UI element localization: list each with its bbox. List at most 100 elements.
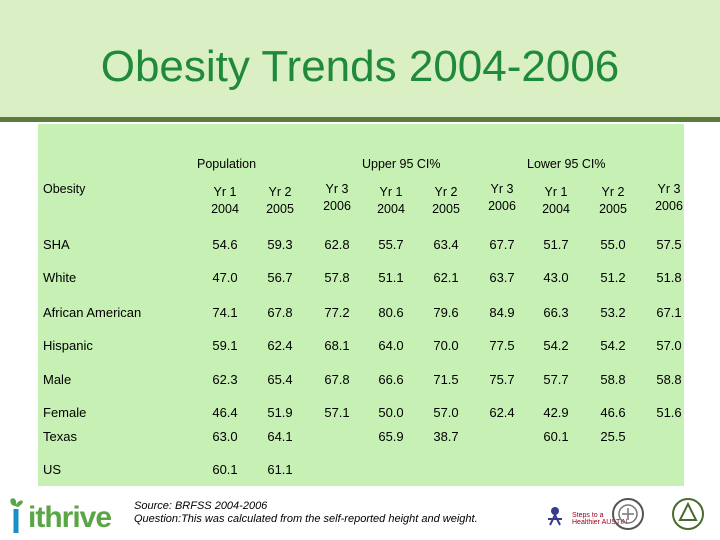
table-cell: 57.7 bbox=[543, 372, 569, 387]
table-cell: 51.1 bbox=[378, 270, 404, 285]
row-label: SHA bbox=[43, 237, 70, 252]
table-cell: 51.2 bbox=[600, 270, 626, 285]
source-note: Source: BRFSS 2004-2006 Question:This wa… bbox=[134, 500, 478, 526]
table-cell: 54.2 bbox=[600, 338, 626, 353]
footer bbox=[0, 486, 720, 540]
year-value: 2004 bbox=[377, 202, 405, 216]
year-label: Yr 3 bbox=[325, 182, 349, 196]
year-value: 2006 bbox=[323, 199, 351, 213]
table-cell: 58.8 bbox=[656, 372, 682, 387]
data-table bbox=[38, 124, 684, 486]
table-cell: 65.9 bbox=[378, 429, 404, 444]
table-cell: 43.0 bbox=[543, 270, 569, 285]
table-cell: 57.0 bbox=[656, 338, 682, 353]
table-cell: 57.5 bbox=[656, 237, 682, 252]
seal-icon bbox=[612, 498, 644, 530]
table-cell: 80.6 bbox=[378, 305, 404, 320]
table-cell: 84.9 bbox=[489, 305, 515, 320]
table-cell: 51.6 bbox=[656, 405, 682, 420]
table-cell: 54.2 bbox=[543, 338, 569, 353]
table-cell: 56.7 bbox=[267, 270, 293, 285]
table-cell: 46.4 bbox=[212, 405, 238, 420]
table-cell: 38.7 bbox=[433, 429, 459, 444]
table-cell: 62.4 bbox=[489, 405, 515, 420]
table-cell: 51.9 bbox=[267, 405, 293, 420]
table-cell: 57.0 bbox=[433, 405, 459, 420]
table-cell: 47.0 bbox=[212, 270, 238, 285]
row-label: Hispanic bbox=[43, 338, 93, 353]
table-cell: 64.0 bbox=[378, 338, 404, 353]
table-cell: 66.3 bbox=[543, 305, 569, 320]
year-value: 2005 bbox=[266, 202, 294, 216]
year-label: Yr 1 bbox=[544, 185, 568, 199]
year-header: Yr 2 2005 bbox=[584, 184, 642, 218]
title-band bbox=[0, 0, 720, 117]
year-header: Yr 1 2004 bbox=[362, 184, 420, 218]
year-label: Yr 1 bbox=[379, 185, 403, 199]
table-cell: 53.2 bbox=[600, 305, 626, 320]
table-cell: 42.9 bbox=[543, 405, 569, 420]
row-label: African American bbox=[43, 305, 142, 320]
group-header-lower-ci: Lower 95 CI% bbox=[527, 157, 606, 171]
table-cell: 55.0 bbox=[600, 237, 626, 252]
ithrive-logo bbox=[10, 498, 23, 533]
year-value: 2006 bbox=[655, 199, 683, 213]
table-cell: 58.8 bbox=[600, 372, 626, 387]
table-cell: 51.8 bbox=[656, 270, 682, 285]
year-value: 2004 bbox=[211, 202, 239, 216]
year-header: Yr 1 2004 bbox=[527, 184, 585, 218]
table-cell: 63.0 bbox=[212, 429, 238, 444]
table-cell: 60.1 bbox=[212, 462, 238, 477]
ithrive-logo-text: ithrive bbox=[28, 501, 112, 534]
table-cell: 75.7 bbox=[489, 372, 515, 387]
table-cell: 57.8 bbox=[324, 270, 350, 285]
year-label: Yr 2 bbox=[601, 185, 625, 199]
steps-partner-text: Steps to a Healthier AUSTIN bbox=[572, 512, 628, 526]
row-label: US bbox=[43, 462, 62, 477]
table-cell: 60.1 bbox=[543, 429, 569, 444]
year-label: Yr 3 bbox=[490, 182, 514, 196]
table-cell: 61.1 bbox=[267, 462, 293, 477]
year-label: Yr 2 bbox=[268, 185, 292, 199]
table-cell: 25.5 bbox=[600, 429, 626, 444]
table-cell: 50.0 bbox=[378, 405, 404, 420]
year-label: Yr 3 bbox=[657, 182, 681, 196]
table-cell: 62.1 bbox=[433, 270, 459, 285]
table-cell: 64.1 bbox=[267, 429, 293, 444]
year-header: Yr 3 2006 bbox=[473, 181, 531, 215]
table-cell: 62.4 bbox=[267, 338, 293, 353]
table-cell: 55.7 bbox=[378, 237, 404, 252]
year-header: Yr 3 2006 bbox=[640, 181, 698, 215]
table-cell: 70.0 bbox=[433, 338, 459, 353]
year-value: 2005 bbox=[599, 202, 627, 216]
table-cell: 77.2 bbox=[324, 305, 350, 320]
table-cell: 68.1 bbox=[324, 338, 350, 353]
table-cell: 79.6 bbox=[433, 305, 459, 320]
table-cell: 65.4 bbox=[267, 372, 293, 387]
year-value: 2006 bbox=[488, 199, 516, 213]
year-header: Yr 1 2004 bbox=[196, 184, 254, 218]
year-label: Yr 2 bbox=[434, 185, 458, 199]
group-header-upper-ci: Upper 95 CI% bbox=[362, 157, 441, 171]
year-header: Yr 2 2005 bbox=[417, 184, 475, 218]
table-cell: 59.1 bbox=[212, 338, 238, 353]
year-value: 2004 bbox=[542, 202, 570, 216]
row-label: Female bbox=[43, 405, 87, 420]
table-cell: 51.7 bbox=[543, 237, 569, 252]
source-line: Source: BRFSS 2004-2006 bbox=[134, 500, 268, 512]
table-cell: 57.1 bbox=[324, 405, 350, 420]
steps-figure-icon bbox=[548, 507, 562, 526]
table-cell: 66.6 bbox=[378, 372, 404, 387]
year-label: Yr 1 bbox=[213, 185, 237, 199]
emblem-icon bbox=[672, 498, 704, 530]
obesity-column-header: Obesity bbox=[43, 182, 86, 196]
table-cell: 71.5 bbox=[433, 372, 459, 387]
year-header: Yr 2 2005 bbox=[251, 184, 309, 218]
table-cell: 67.8 bbox=[267, 305, 293, 320]
question-line: Question:This was calculated from the se… bbox=[134, 513, 478, 525]
table-cell: 59.3 bbox=[267, 237, 293, 252]
table-cell: 67.7 bbox=[489, 237, 515, 252]
table-cell: 62.3 bbox=[212, 372, 238, 387]
table-cell: 46.6 bbox=[600, 405, 626, 420]
table-cell: 63.4 bbox=[433, 237, 459, 252]
